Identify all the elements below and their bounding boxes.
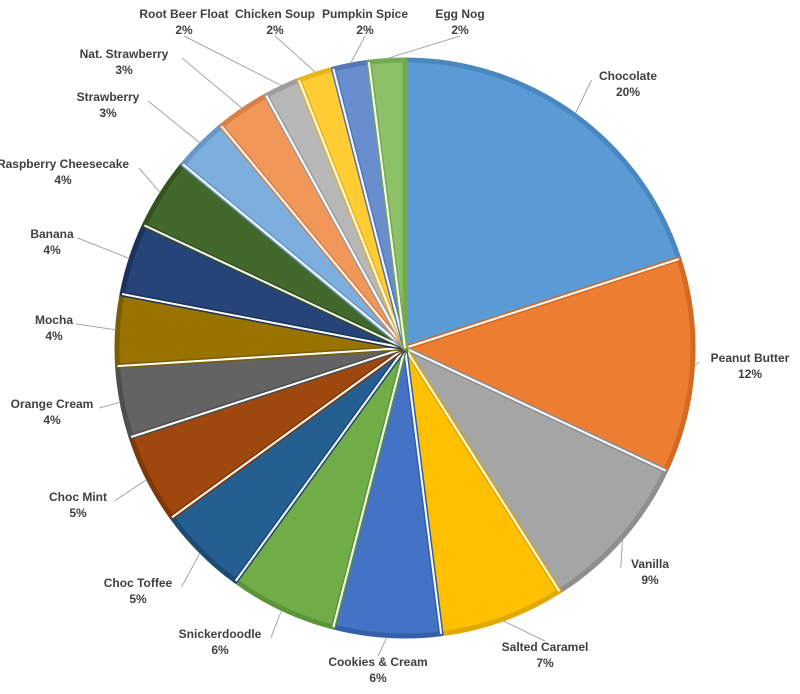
data-label-percent: 6%: [211, 643, 229, 657]
slice-separator: [182, 163, 406, 349]
leader-line: [503, 620, 546, 642]
data-label-percent: 4%: [54, 173, 72, 187]
leader-lines: [75, 35, 700, 657]
slice-separator: [117, 347, 406, 368]
leader-line: [77, 237, 130, 259]
leader-line: [147, 100, 201, 144]
leader-line: [377, 637, 388, 657]
slice-separator: [121, 293, 406, 349]
leader-line: [274, 35, 316, 73]
slice-separator: [234, 347, 406, 582]
data-label-percent: 12%: [738, 367, 762, 381]
slice-separator: [332, 68, 406, 349]
leader-line: [694, 361, 700, 367]
data-label-percent: 4%: [43, 243, 61, 257]
data-label-name: Pumpkin Spice: [322, 7, 408, 21]
data-label-percent: 5%: [69, 506, 87, 520]
data-label-name: Strawberry: [77, 90, 140, 104]
data-label-name: Mocha: [35, 313, 73, 327]
leader-line: [181, 57, 243, 109]
leader-line: [270, 610, 282, 639]
data-label-percent: 3%: [99, 106, 117, 120]
pie-slice-chocolate: [402, 57, 682, 351]
data-label-name: Salted Caramel: [502, 640, 589, 654]
data-label-name: Nat. Strawberry: [80, 47, 169, 61]
data-label-percent: 20%: [616, 85, 640, 99]
data-label-percent: 2%: [451, 23, 469, 37]
data-label-name: Egg Nog: [435, 7, 484, 21]
data-label-name: Chicken Soup: [235, 7, 315, 21]
data-label-percent: 9%: [641, 573, 659, 587]
leader-line: [181, 552, 201, 588]
slice-separator: [265, 95, 406, 349]
data-labels: Chocolate 20% Peanut Butter 12% Vanilla 9% Sal…: [0, 7, 790, 685]
slice-separator: [404, 347, 667, 472]
pie-slices: [114, 57, 696, 639]
data-label-percent: 2%: [356, 23, 374, 37]
leader-line: [75, 323, 116, 331]
data-label-name: Choc Mint: [49, 490, 107, 504]
pie-slice-vanilla: [402, 345, 669, 594]
leader-line: [386, 35, 461, 60]
data-label-name: Peanut Butter: [711, 351, 790, 365]
leader-line: [183, 35, 282, 87]
data-label-percent: 2%: [266, 23, 284, 37]
slice-separator: [130, 347, 406, 438]
data-label-name: Choc Toffee: [104, 576, 173, 590]
leader-line: [575, 79, 593, 114]
leader-line: [350, 35, 366, 64]
pie-slice-peanut-butter: [402, 256, 696, 474]
data-label-percent: 6%: [369, 671, 387, 685]
slice-separator: [404, 258, 680, 349]
data-label-name: Orange Cream: [11, 397, 94, 411]
data-label-name: Cookies & Cream: [328, 655, 427, 669]
data-label-name: Root Beer Float: [139, 7, 228, 21]
leader-line: [114, 479, 147, 502]
data-label-name: Chocolate: [599, 69, 657, 83]
data-label-percent: 4%: [45, 329, 63, 343]
data-label-percent: 3%: [115, 63, 133, 77]
data-label-percent: 4%: [43, 413, 61, 427]
slice-separator: [404, 347, 443, 634]
leader-line: [99, 401, 121, 409]
leader-line: [138, 167, 161, 193]
data-label-name: Raspberry Cheesecake: [0, 157, 129, 171]
slice-separator: [404, 347, 561, 592]
slice-separator: [298, 79, 406, 349]
slice-separator: [143, 224, 406, 349]
slice-separator: [220, 125, 406, 349]
leader-line: [620, 539, 624, 569]
data-label-name: Banana: [30, 227, 74, 241]
data-label-name: Snickerdoodle: [179, 627, 262, 641]
slice-separator: [332, 347, 406, 628]
data-label-percent: 2%: [175, 23, 193, 37]
data-label-name: Vanilla: [631, 557, 669, 571]
data-label-percent: 5%: [129, 592, 147, 606]
slice-separator: [171, 347, 406, 519]
slice-separator: [367, 62, 406, 349]
data-label-percent: 7%: [536, 656, 554, 670]
